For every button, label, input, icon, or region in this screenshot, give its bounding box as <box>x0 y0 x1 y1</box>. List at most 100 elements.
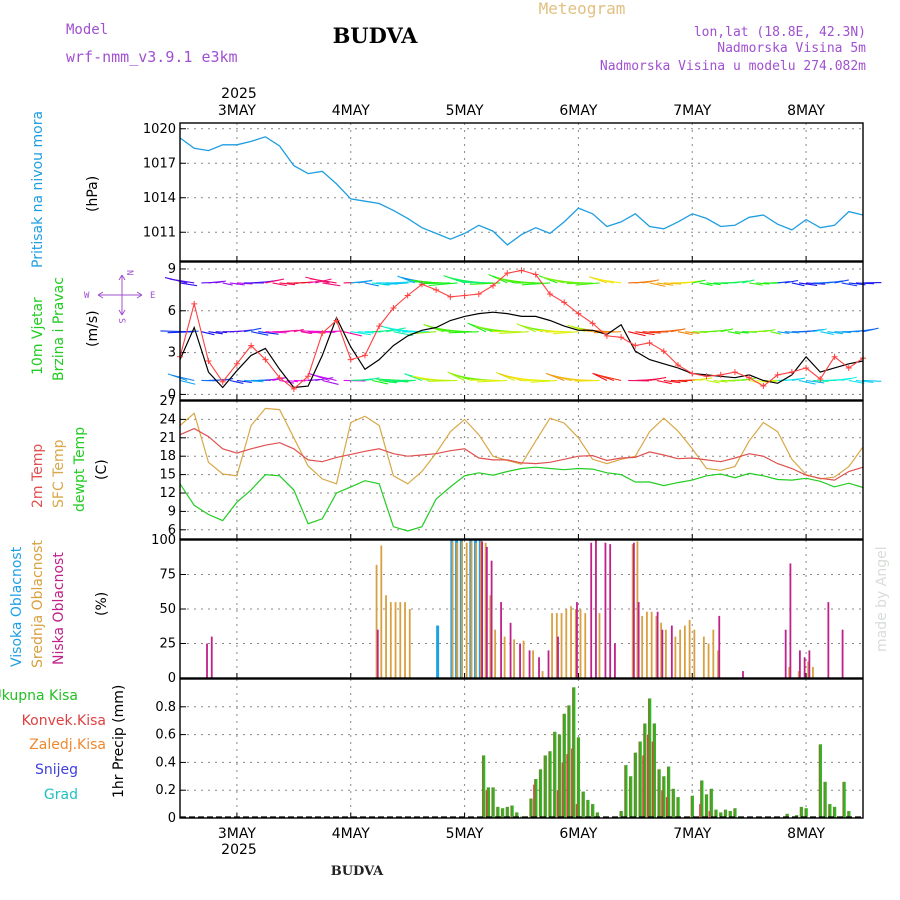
cloud-mid-bar <box>570 606 572 678</box>
precip-total-highlight <box>502 808 505 818</box>
cloud-low-bar <box>206 643 208 678</box>
wind-arrow <box>229 282 245 286</box>
precip-total-highlight <box>578 737 581 818</box>
cloud-mid-bar <box>484 542 487 678</box>
wind-arrow <box>516 323 536 333</box>
wind-arrow <box>749 282 763 286</box>
y-tick-label: 50 <box>159 602 176 617</box>
cloud-low-bar <box>538 657 540 678</box>
y-tick-label: 6 <box>168 523 176 538</box>
wind-arrow <box>841 376 857 382</box>
precip-total-highlight <box>668 766 671 818</box>
wind-arrow <box>167 373 188 382</box>
cloud-mid-bar <box>380 545 383 678</box>
wind-arrow <box>642 331 661 334</box>
wind-arrow <box>663 282 682 285</box>
wind-obs-marker <box>390 305 397 311</box>
wind-arrow <box>699 377 713 382</box>
cloud-mid-bar <box>532 650 534 678</box>
wind-arrow <box>806 282 826 285</box>
y-tick-label: 0.2 <box>155 783 176 798</box>
wind-arrow <box>692 378 707 382</box>
wind-arrow <box>791 377 806 382</box>
precip-total-highlight <box>554 731 557 818</box>
wind-arrow <box>477 379 508 383</box>
precip-total-highlight <box>820 744 822 818</box>
cloud-mid-bar <box>598 613 601 678</box>
precip-total-bar <box>799 806 803 818</box>
y-tick-label: 24 <box>159 412 176 427</box>
wind-obs-marker <box>760 383 767 390</box>
day-label-top: 4MAY <box>332 103 370 119</box>
wind-arrow <box>798 379 816 385</box>
precip-total-bar <box>562 713 566 818</box>
coords-label: lon,lat (18.8E, 42.3N) <box>694 25 866 40</box>
precip-total-bar <box>709 788 713 818</box>
wind-obs-marker <box>774 371 781 378</box>
cloud-mid-bar <box>679 629 682 678</box>
wind-arrow <box>279 282 296 286</box>
wind-arrow <box>312 374 337 382</box>
precip-total-bar <box>586 799 590 818</box>
y-tick-label: 0.6 <box>155 728 176 743</box>
watermark: made by Angel <box>874 546 890 652</box>
wind-arrow <box>813 328 827 333</box>
cloud-mid-bar <box>807 661 810 678</box>
wind-obs-marker <box>561 299 568 306</box>
wind-obs-marker <box>333 317 340 324</box>
precip-total-highlight <box>583 791 585 818</box>
wind-arrow <box>372 282 390 286</box>
precip-total-highlight <box>829 804 832 818</box>
wind-arrow <box>243 379 264 383</box>
day-label-top: 5MAY <box>446 103 484 119</box>
precip-total-highlight <box>535 779 538 818</box>
wind-arrow <box>545 372 565 381</box>
precip-conv-bar <box>646 734 649 818</box>
cloud-low-bar <box>827 602 830 678</box>
cloud-mid-bar <box>522 640 525 678</box>
cloud-low-bar <box>481 541 484 678</box>
cloud-mid-bar <box>451 541 454 678</box>
wind-obs-marker <box>575 310 582 317</box>
precip-conv-bar <box>665 797 668 818</box>
wind-arrow <box>770 331 782 335</box>
precip-total-bar <box>576 737 581 818</box>
y-tick-label: 3 <box>168 346 176 361</box>
precip-total-highlight <box>550 751 552 818</box>
wind-obs-marker <box>504 270 511 277</box>
cloud-mid-bar <box>636 541 639 678</box>
wind-obs-marker <box>518 267 525 274</box>
wind-arrow <box>677 331 693 336</box>
cloud-mid-bar <box>584 613 587 678</box>
wind-arrow <box>272 282 287 287</box>
wind-arrow <box>566 282 593 285</box>
precip-conv-bar <box>651 741 654 818</box>
cloud-low-bar <box>604 542 607 678</box>
temp-label-sfc: SFC Temp <box>51 439 67 508</box>
wind-arrow <box>350 331 371 336</box>
precip-total-highlight <box>673 788 675 818</box>
cloud-mid-bar <box>655 615 658 678</box>
panel-border <box>179 678 864 819</box>
wind-arrow <box>628 331 646 337</box>
year-bottom: 2025 <box>221 842 257 858</box>
cloud-mid-bar <box>513 639 516 678</box>
wind-arrow <box>229 379 244 384</box>
precip-total-bar <box>714 809 718 818</box>
wind-obs-marker <box>361 352 368 359</box>
year-top: 2025 <box>221 86 257 102</box>
wind-obs-marker <box>447 293 454 300</box>
wind-arrow <box>322 379 339 385</box>
wind-arrow <box>441 330 472 333</box>
precip-total-bar <box>515 812 519 818</box>
wind-arrow <box>784 331 800 334</box>
precip-total-bar <box>652 723 656 818</box>
precip-label-conv: Konvek.Kisa <box>22 713 106 729</box>
y-tick-label: 1020 <box>143 122 176 137</box>
wind-arrow <box>179 379 196 385</box>
precip-total-bar <box>481 755 486 818</box>
precip-total-bar <box>619 811 623 818</box>
cloud-high-bar <box>436 625 440 678</box>
wind-obs-marker <box>589 320 596 327</box>
panel-border <box>179 400 864 540</box>
